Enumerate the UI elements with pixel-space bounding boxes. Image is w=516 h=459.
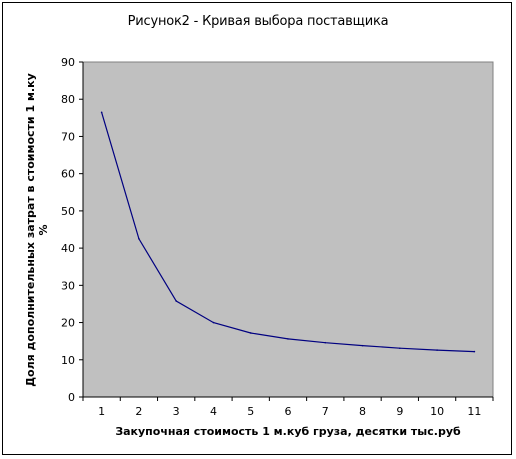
chart-title: Рисунок2 - Кривая выбора поставщика xyxy=(127,14,389,29)
data-point xyxy=(399,347,401,350)
data-point xyxy=(100,111,103,114)
x-tick-label: 2 xyxy=(135,405,142,418)
data-point xyxy=(212,321,215,324)
y-tick-label: 10 xyxy=(61,354,75,367)
data-point xyxy=(175,300,177,302)
data-point xyxy=(287,338,289,340)
y-tick-label: 70 xyxy=(61,130,75,143)
y-tick-label: 0 xyxy=(68,391,75,404)
y-tick-label: 90 xyxy=(61,56,75,69)
x-tick-label: 1 xyxy=(98,405,105,418)
x-tick-label: 5 xyxy=(247,405,254,418)
x-tick-label: 4 xyxy=(210,405,217,418)
x-tick-label: 7 xyxy=(322,405,329,418)
y-tick-label: 50 xyxy=(61,205,75,218)
y-tick-label: 80 xyxy=(61,93,75,106)
data-point xyxy=(324,341,327,344)
x-tick-label: 9 xyxy=(396,405,403,418)
y-tick-label: 60 xyxy=(61,168,75,181)
x-tick-label: 11 xyxy=(467,405,481,418)
x-axis-title: Закупочная стоимость 1 м.куб груза, деся… xyxy=(115,425,461,438)
data-point xyxy=(249,332,252,334)
x-tick-label: 10 xyxy=(430,405,444,418)
data-point xyxy=(138,238,140,240)
y-tick-label: 40 xyxy=(61,242,75,255)
plot-area xyxy=(82,61,494,398)
data-point xyxy=(473,350,476,353)
data-point xyxy=(361,344,364,347)
data-point xyxy=(436,349,438,351)
x-tick-label: 6 xyxy=(285,405,292,418)
y-tick-label: 30 xyxy=(61,279,75,292)
x-tick-label: 8 xyxy=(359,405,366,418)
x-tick-label: 3 xyxy=(173,405,180,418)
y-tick-label: 20 xyxy=(61,317,75,330)
